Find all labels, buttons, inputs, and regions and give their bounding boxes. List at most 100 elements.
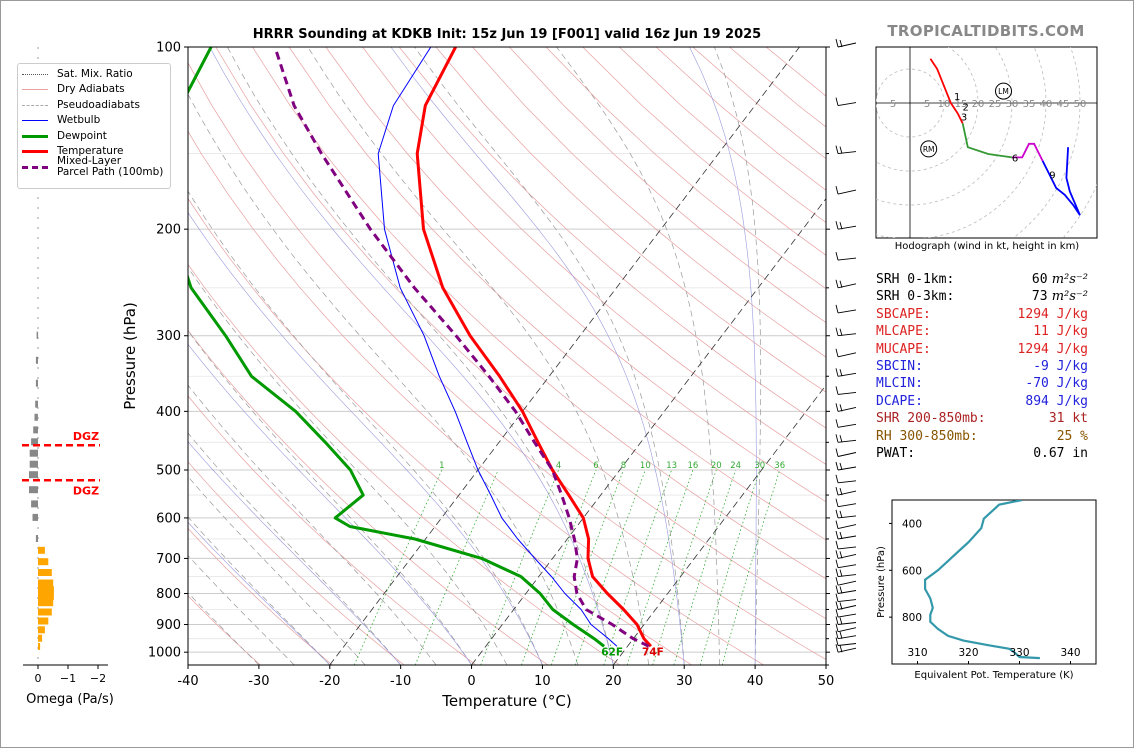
right-mover-marker-label: RM <box>923 145 935 154</box>
mixing-ratio-line <box>521 469 597 665</box>
wind-barb <box>835 644 857 653</box>
wind-barb <box>835 630 857 640</box>
legend-label: Wetbulb <box>57 114 101 126</box>
pseudoadiabat <box>227 47 614 665</box>
dry-adiabat <box>325 47 826 503</box>
stat-unit: m²s⁻² <box>1047 289 1088 305</box>
legend-item: Wetbulb <box>22 114 100 128</box>
omega-bar <box>31 500 38 508</box>
wind-barb <box>835 386 857 395</box>
chart-title: HRRR Sounding at KDKB Init: 15z Jun 19 [… <box>252 27 762 42</box>
stat-row: SHR 200-850mb: 31 kt <box>876 410 1088 427</box>
hodograph-ring-label: 20 <box>972 99 985 110</box>
hodograph-frame <box>875 46 1098 239</box>
legend-label: Temperature <box>57 145 124 157</box>
hodograph-height-label: 6 <box>1012 153 1018 164</box>
x-tick-label: 50 <box>818 674 835 689</box>
stat-name: DCAPE: <box>876 393 923 409</box>
series-temperature <box>415 47 653 648</box>
dry-adiabat <box>188 62 826 660</box>
hodograph-trace <box>1012 142 1044 162</box>
wind-barb <box>835 474 857 484</box>
stat-row: SRH 0-1km: 60 m²s⁻² <box>876 271 1088 288</box>
hodograph-height-label: 3 <box>961 113 967 124</box>
legend-swatch <box>22 134 48 138</box>
omega-bar <box>38 579 54 587</box>
stat-value: 1294 J/kg <box>1018 341 1088 358</box>
omega-bar <box>35 400 38 408</box>
omega-bar <box>35 379 38 387</box>
x-axis-label: Temperature (°C) <box>441 692 571 710</box>
stat-name: MLCAPE: <box>876 324 931 340</box>
pseudoadiabat <box>188 592 260 665</box>
wind-barb <box>835 568 857 578</box>
hodograph-trace <box>1041 147 1081 216</box>
mixing-ratio-line <box>353 469 443 665</box>
isotherm-line <box>329 47 800 665</box>
stat-row: SRH 0-3km: 73 m²s⁻² <box>876 288 1088 305</box>
mixing-ratio-label: 6 <box>593 461 598 471</box>
mixing-ratio-label: 8 <box>621 461 626 471</box>
stat-value: 1294 J/kg <box>1018 306 1088 323</box>
y-tick-label: 900 <box>156 618 181 633</box>
theta-e-x-tick-label: 330 <box>1009 647 1029 659</box>
moist-adiabat-ref <box>209 47 614 665</box>
y-tick-label: 800 <box>156 587 181 602</box>
dry-adiabat <box>188 461 405 665</box>
right-mover-marker <box>920 140 938 158</box>
moist-adiabat-ref <box>390 47 685 665</box>
dry-adiabat <box>288 47 826 541</box>
theta-e-x-tick-label: 320 <box>958 647 978 659</box>
hodograph-ring-label: 45 <box>1057 99 1070 110</box>
stat-value: 11 J/kg <box>1033 323 1088 340</box>
mixing-ratio-line <box>699 469 761 665</box>
dry-adiabat <box>362 47 826 465</box>
dry-adiabat <box>472 47 826 358</box>
omega-bar <box>33 426 38 434</box>
mixing-ratio-label: 24 <box>730 461 741 471</box>
stat-number: -70 J/kg <box>1025 376 1088 392</box>
stat-value: 73 m²s⁻² <box>1032 288 1088 305</box>
legend-swatch <box>22 89 48 90</box>
omega-x-tick-label: −1 <box>60 672 76 685</box>
hodograph-ring-label: 5 <box>890 99 896 110</box>
wind-barb <box>835 327 857 337</box>
surface-dewpoint-label: 62F <box>601 646 623 658</box>
stat-name: SHR 200-850mb: <box>876 411 986 427</box>
omega-bar <box>38 546 45 554</box>
dry-adiabat <box>252 47 826 580</box>
moist-adiabat-ref <box>188 521 331 665</box>
stat-number: 25 % <box>1056 428 1088 444</box>
omega-bar <box>29 460 38 468</box>
mixing-ratio-line <box>673 469 736 665</box>
omega-bar <box>38 592 54 600</box>
hodograph-trace <box>961 123 1013 159</box>
y-tick-label: 200 <box>156 223 181 238</box>
stat-row: MLCIN: -70 J/kg <box>876 375 1088 392</box>
stat-unit: m²s⁻² <box>1047 272 1088 287</box>
mixing-ratio-label: 10 <box>640 461 651 471</box>
dry-adiabat <box>188 595 261 665</box>
series-wetbulb <box>377 47 618 647</box>
wind-barb <box>835 419 857 428</box>
mixing-ratio-line <box>721 469 781 665</box>
omega-bar <box>38 558 49 566</box>
legend-item: Sat. Mix. Ratio <box>22 67 133 81</box>
hodograph-ring-label: 30 <box>1006 99 1019 110</box>
hodograph-trace <box>929 58 959 114</box>
legend-label: Mixed-Layer Parcel Path (100mb) <box>57 155 164 178</box>
stat-row: RH 300-850mb: 25 % <box>876 428 1088 445</box>
x-tick-label: 20 <box>605 674 622 689</box>
stat-name: SBCAPE: <box>876 306 931 322</box>
pseudoadiabat <box>188 190 543 665</box>
theta-e-x-axis-label: Equivalent Pot. Temperature (K) <box>914 670 1073 681</box>
wind-barb <box>835 637 857 646</box>
legend-label: Dry Adiabats <box>57 83 125 95</box>
dry-adiabat <box>188 527 333 665</box>
dry-adiabat <box>188 197 692 665</box>
omega-bar <box>34 413 38 421</box>
hodograph-ring-label: 50 <box>1074 99 1087 110</box>
mixing-ratio-label: 36 <box>774 461 785 471</box>
omega-bar <box>29 486 38 494</box>
